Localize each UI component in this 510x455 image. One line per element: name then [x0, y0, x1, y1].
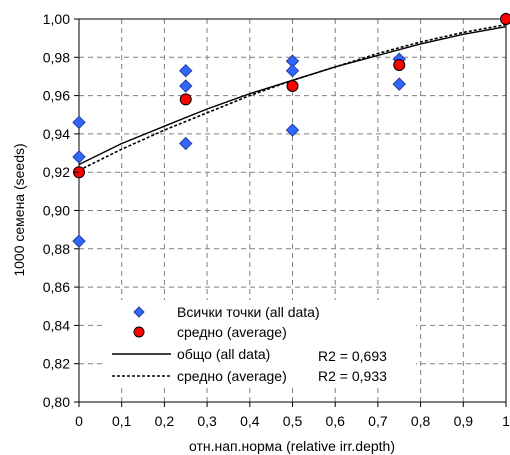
grid: [79, 19, 506, 402]
y-tick-label: 1,00: [43, 11, 70, 27]
legend-marker-all-data: [133, 306, 145, 318]
y-tick-label: 0,90: [43, 203, 70, 219]
legend-label-all-data: Всички точки (all data): [177, 304, 320, 320]
average-point: [500, 13, 510, 25]
legend-label-average: средно (average): [177, 324, 287, 340]
average-point: [286, 80, 299, 93]
all-data-point: [285, 63, 300, 78]
all-data-point: [72, 150, 86, 164]
y-axis-ticks: 0,80 0,82 0,84 0,86 0,88 0,90 0,92 0,94 0,96 0,98…: [43, 11, 79, 410]
x-tick-label: 0,2: [155, 413, 175, 429]
x-axis-title: отн.нап.норма (relative irr.depth): [189, 438, 395, 454]
y-tick-label: 0,98: [43, 49, 70, 65]
all-data-point: [179, 79, 193, 93]
average-point: [393, 58, 406, 71]
x-tick-label: 0: [75, 413, 83, 429]
legend-marker-average: [133, 326, 145, 338]
all-data-point: [72, 115, 86, 130]
r2-label-all-data: R2 = 0,693: [318, 348, 387, 364]
all-data-point: [392, 77, 406, 91]
r2-label-average: R2 = 0,933: [318, 368, 387, 384]
x-tick-label: 0,5: [283, 413, 303, 429]
x-axis-ticks: 0 0,1 0,2 0,3 0,4 0,5 0,6 0,7 0,8 0,9 1: [75, 402, 510, 429]
data-points: [72, 12, 510, 248]
y-axis-title: 1000 семена (seeds): [11, 143, 27, 276]
legend-label-trend-all-data: общо (all data): [177, 346, 270, 362]
y-tick-label: 0,88: [43, 241, 70, 257]
y-tick-label: 0,84: [43, 317, 70, 333]
legend: Всички точки (all data) средно (average)…: [104, 300, 416, 388]
x-tick-label: 0,9: [454, 413, 474, 429]
average-point: [179, 93, 192, 106]
all-data-point: [179, 63, 193, 78]
y-tick-label: 0,94: [43, 126, 70, 142]
x-tick-label: 0,6: [325, 413, 345, 429]
legend-background: [104, 300, 416, 388]
y-tick-label: 0,82: [43, 356, 70, 372]
x-tick-label: 0,1: [112, 413, 132, 429]
y-tick-label: 0,80: [43, 394, 70, 410]
all-data-point: [72, 234, 86, 248]
legend-label-trend-average: средно (average): [177, 368, 287, 384]
y-tick-label: 0,86: [43, 279, 70, 295]
x-tick-label: 0,3: [197, 413, 217, 429]
y-tick-label: 0,92: [43, 164, 70, 180]
all-data-point: [179, 136, 193, 151]
x-tick-label: 0,7: [368, 413, 388, 429]
all-data-point: [285, 123, 300, 137]
y-tick-label: 0,96: [43, 88, 70, 104]
x-tick-label: 0,4: [240, 413, 260, 429]
x-tick-label: 0,8: [411, 413, 431, 429]
x-tick-label: 1: [502, 413, 510, 429]
